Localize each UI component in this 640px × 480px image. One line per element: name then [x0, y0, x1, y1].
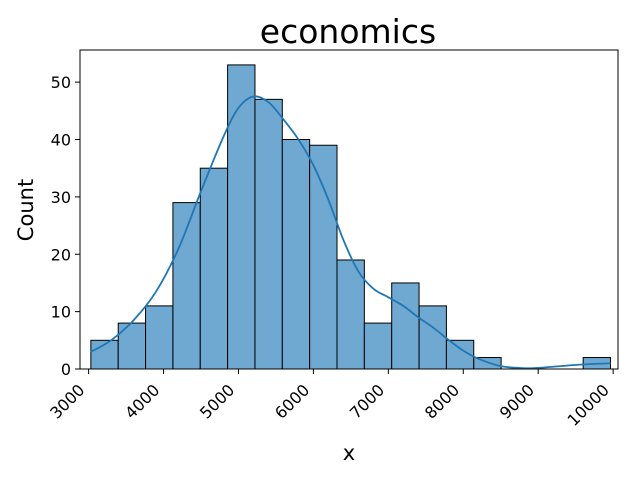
y-tick-label-0: 0	[61, 360, 71, 379]
histogram-bar-6	[254, 98, 283, 370]
y-tick-label-5: 50	[51, 73, 71, 92]
histogram-bar-2	[145, 305, 174, 370]
histogram-bar-5	[227, 64, 256, 370]
y-axis: 0 10 20 30 40 50	[51, 73, 80, 379]
histogram-bar-8	[309, 144, 338, 370]
histogram-bar-11	[391, 282, 420, 370]
x-tick-label-6: 9000	[496, 380, 538, 422]
x-tick-label-1: 4000	[121, 380, 163, 422]
y-tick-label-3: 30	[51, 188, 71, 207]
x-tick-label-5: 8000	[421, 380, 463, 422]
x-tick-label-2: 5000	[196, 380, 238, 422]
histogram-bar-7	[281, 139, 311, 370]
histogram-bar-10	[363, 322, 393, 370]
histogram-bars	[90, 64, 612, 370]
kde-curve	[90, 95, 611, 370]
x-tick-label-4: 7000	[346, 380, 388, 422]
histogram-bar-1	[117, 322, 147, 370]
x-tick-label-7: 10000	[564, 380, 613, 429]
x-axis-label: x	[343, 441, 355, 465]
y-tick-label-1: 10	[51, 303, 71, 322]
histogram-bar-4	[199, 167, 229, 370]
x-axis: 3000 4000 5000 6000 7000 8000 9000 10000	[46, 369, 614, 430]
histogram-bar-12	[418, 305, 447, 370]
chart-title: economics	[260, 12, 436, 51]
y-tick-label-2: 20	[51, 245, 71, 264]
plot-frame	[79, 49, 619, 370]
y-tick-label-4: 40	[51, 131, 71, 150]
histogram-bar-9	[336, 259, 365, 370]
x-tick-label-3: 6000	[271, 380, 313, 422]
x-tick-label-0: 3000	[46, 380, 88, 422]
y-axis-label: Count	[14, 179, 38, 241]
